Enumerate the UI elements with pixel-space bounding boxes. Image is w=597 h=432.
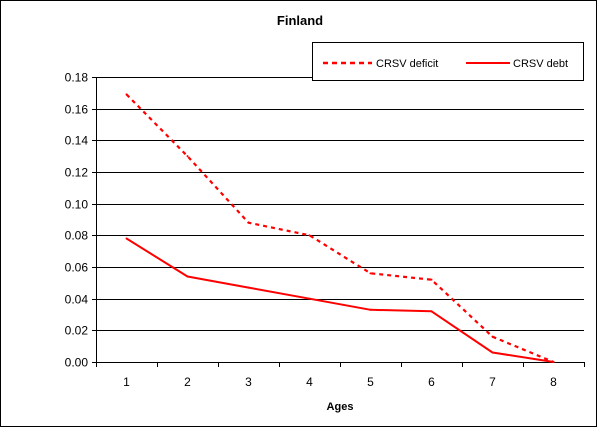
data-point-crsv-debt <box>369 308 372 311</box>
chart-title: Finland <box>277 13 323 28</box>
series-line-crsv-debt <box>125 237 554 363</box>
x-tick-label: 4 <box>306 375 313 389</box>
y-tick-label: 0.12 <box>65 166 89 180</box>
x-tick-label: 2 <box>184 375 191 389</box>
data-point-crsv-deficit <box>369 272 372 275</box>
legend-label-crsv-deficit: CRSV deficit <box>376 58 438 70</box>
data-point-crsv-deficit <box>491 335 494 338</box>
data-point-crsv-deficit <box>186 155 189 158</box>
x-tick-label: 5 <box>367 375 374 389</box>
y-tick-label: 0.18 <box>65 71 89 85</box>
data-point-crsv-debt <box>186 275 189 278</box>
data-point-crsv-debt <box>430 310 433 313</box>
series-line-crsv-deficit <box>125 93 554 364</box>
data-point-crsv-debt <box>491 351 494 354</box>
y-tick-label: 0.00 <box>65 356 89 370</box>
plot-background <box>96 77 584 362</box>
x-tick-label: 1 <box>123 375 130 389</box>
y-tick-label: 0.14 <box>65 134 89 148</box>
data-point-crsv-deficit <box>247 221 250 224</box>
y-tick-label: 0.02 <box>65 324 89 338</box>
y-tick-label: 0.16 <box>65 103 89 117</box>
legend-box <box>312 42 584 81</box>
y-tick-label: 0.08 <box>65 229 89 243</box>
x-tick-label: 6 <box>428 375 435 389</box>
data-point-crsv-deficit <box>125 93 128 96</box>
x-tick-label: 3 <box>245 375 252 389</box>
plot-area: 0.00 0.02 0.04 0.06 0.08 0.10 0.12 0.14 0.16 0.18… <box>65 71 585 389</box>
data-point-crsv-debt <box>247 286 250 289</box>
y-tick-label: 0.10 <box>65 198 89 212</box>
legend-label-crsv-debt: CRSV debt <box>513 58 568 70</box>
data-point-crsv-debt <box>125 237 128 240</box>
data-point-crsv-debt <box>308 297 311 300</box>
y-tick-label: 0.06 <box>65 261 89 275</box>
y-tick-label: 0.04 <box>65 293 89 307</box>
data-point-crsv-deficit <box>308 234 311 237</box>
data-point-crsv-deficit <box>430 278 433 281</box>
x-tick-label: 7 <box>489 375 496 389</box>
legend: CRSV deficit CRSV debt <box>312 42 584 81</box>
x-tick-label: 8 <box>550 375 557 389</box>
x-axis-label: Ages <box>327 401 354 413</box>
data-point-crsv-debt <box>552 361 555 363</box>
